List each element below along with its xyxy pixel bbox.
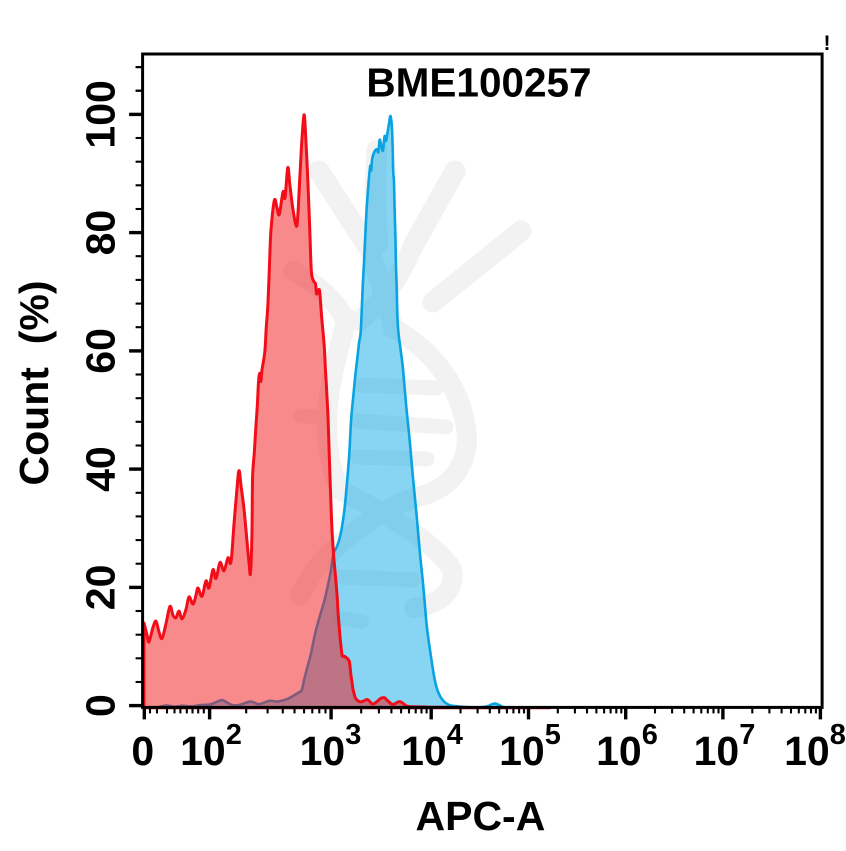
svg-text:100: 100 <box>78 80 124 148</box>
svg-text:104: 104 <box>401 719 463 774</box>
svg-text:108: 108 <box>784 719 846 774</box>
svg-text:BME100257: BME100257 <box>366 60 591 106</box>
svg-text:107: 107 <box>694 719 756 774</box>
svg-text:105: 105 <box>499 719 561 774</box>
svg-text:!: ! <box>824 32 831 55</box>
svg-text:106: 106 <box>596 719 658 774</box>
svg-text:Count (%): Count (%) <box>11 281 57 486</box>
svg-text:80: 80 <box>78 210 124 256</box>
svg-text:0: 0 <box>131 728 154 774</box>
svg-text:APC-A: APC-A <box>415 793 545 839</box>
svg-text:0: 0 <box>78 694 124 717</box>
svg-text:40: 40 <box>78 446 124 492</box>
svg-text:20: 20 <box>78 565 124 611</box>
svg-text:102: 102 <box>180 719 242 774</box>
svg-text:60: 60 <box>78 328 124 374</box>
svg-text:103: 103 <box>300 719 362 774</box>
